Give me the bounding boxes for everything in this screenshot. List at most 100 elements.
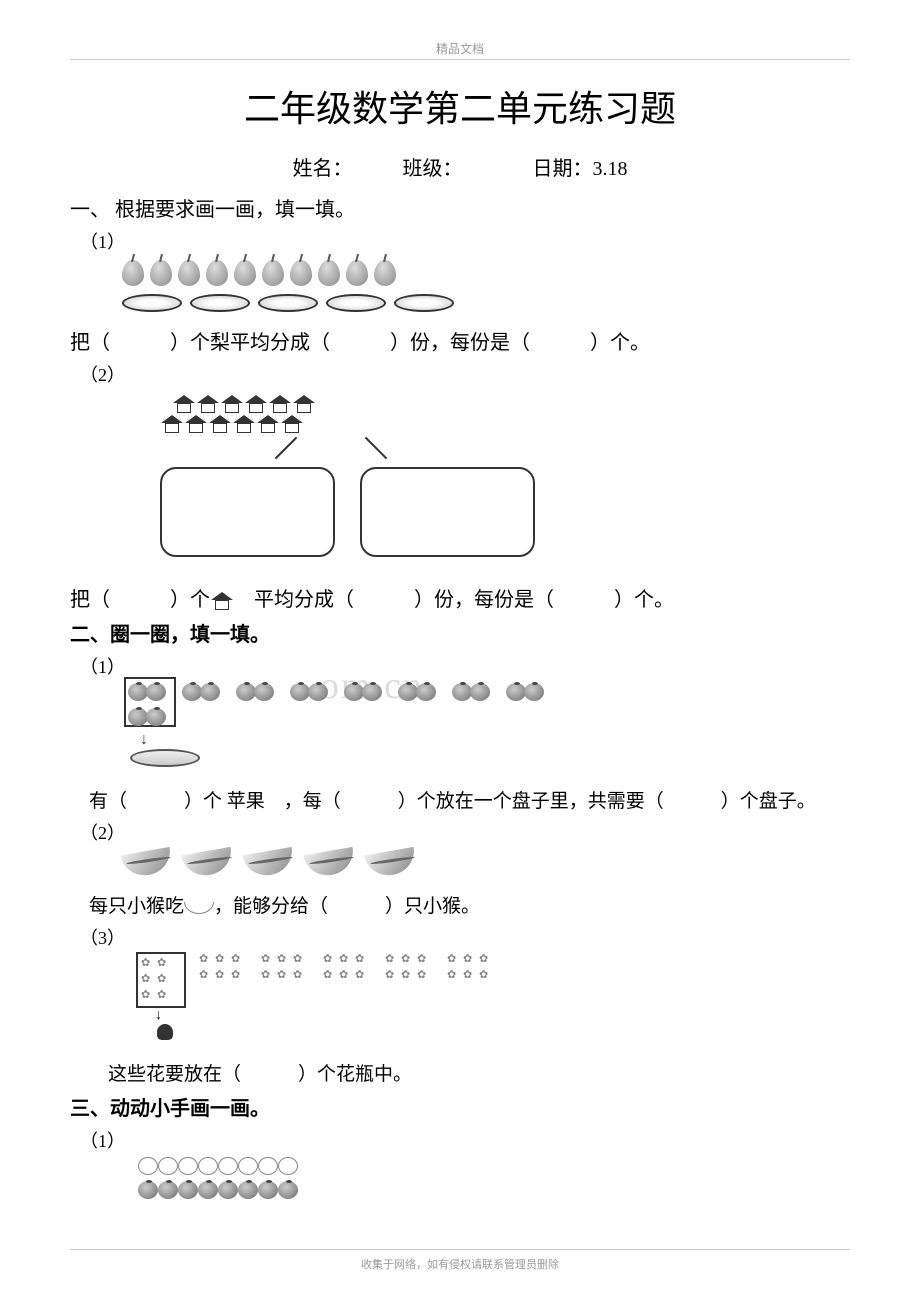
- date-value: 3.18: [593, 158, 628, 180]
- q2-text-b: 平均分成（ ）份，每份是（ ）个。: [234, 589, 674, 611]
- house-icon: [221, 395, 243, 413]
- house-icon: [161, 415, 183, 433]
- split-boxes: [120, 449, 570, 569]
- q1-number: （1）: [80, 228, 850, 254]
- info-line: 姓名： 班级： 日期：3.18: [70, 152, 850, 181]
- s3q1-number: （1）: [80, 1127, 850, 1153]
- apple-icon: [198, 1179, 220, 1199]
- house-icon: [269, 395, 291, 413]
- q2-text: 把（ ）个 平均分成（ ）份，每份是（ ）个。: [70, 583, 850, 612]
- flower-group: [260, 952, 310, 984]
- vase-icon: [157, 1024, 173, 1040]
- flower-group: [136, 952, 186, 1008]
- house-icon: [211, 592, 233, 610]
- banana-icon: [244, 847, 299, 877]
- apple-pair: [238, 681, 274, 731]
- banana-row: [120, 847, 850, 877]
- apple-icon: [238, 1179, 260, 1199]
- house-icon: [197, 395, 219, 413]
- s2q2-number: （2）: [80, 819, 850, 845]
- apple-outline-icon: [258, 1155, 280, 1175]
- box-right: [360, 467, 535, 557]
- apple-pair: [508, 681, 544, 731]
- apple-outline-row-1: [140, 1155, 850, 1175]
- pear-icon: [288, 256, 314, 286]
- header-watermark: 精品文档: [70, 40, 850, 60]
- apple-outline-row-2: [140, 1179, 850, 1199]
- box-left: [160, 467, 335, 557]
- plate-icon: [394, 294, 454, 312]
- apple-icon: [158, 1179, 180, 1199]
- section-1-header: 一、 根据要求画一画，填一填。: [70, 193, 850, 222]
- pear-icon: [176, 256, 202, 286]
- pear-icon: [344, 256, 370, 286]
- apple-outline-icon: [238, 1155, 260, 1175]
- house-icon: [173, 395, 195, 413]
- flower-group: [384, 952, 434, 984]
- pear-row: [120, 256, 850, 286]
- house-icon: [293, 395, 315, 413]
- s2q1-number: （1）: [80, 653, 850, 679]
- footer: 收集于网络，如有侵权请联系管理员删除: [70, 1249, 850, 1272]
- apple-pair: [346, 681, 382, 731]
- pear-icon: [260, 256, 286, 286]
- apple-icon: [258, 1179, 280, 1199]
- house-icon: [185, 415, 207, 433]
- down-arrow-1: ↓: [140, 731, 850, 749]
- banana-icon: [183, 847, 238, 877]
- banana-icon: [184, 902, 214, 914]
- pear-icon: [372, 256, 398, 286]
- pear-icon: [148, 256, 174, 286]
- section-3-header: 三、动动小手画一画。: [70, 1092, 850, 1121]
- s2q1-text: 有（ ）个 苹果 ，每（ ）个放在一个盘子里，共需要（ ）个盘子。: [70, 786, 850, 813]
- plate-icon: [130, 749, 200, 767]
- q2-number: （2）: [80, 361, 850, 387]
- page-title: 二年级数学第二单元练习题: [70, 80, 850, 132]
- s2q2-text-b: ，能够分给（ ）只小猴。: [214, 896, 480, 917]
- flower-row: [130, 952, 850, 1008]
- apple-outline-icon: [278, 1155, 300, 1175]
- apple-row: [130, 681, 850, 731]
- name-label: 姓名：: [293, 158, 353, 180]
- apple-icon: [138, 1179, 160, 1199]
- apple-outline-icon: [158, 1155, 180, 1175]
- apple-outline-icon: [218, 1155, 240, 1175]
- plate-icon: [258, 294, 318, 312]
- apple-pair: [292, 681, 328, 731]
- flower-group: [446, 952, 496, 984]
- flower-group: [198, 952, 248, 984]
- pear-icon: [232, 256, 258, 286]
- apple-icon: [218, 1179, 240, 1199]
- plate-row: [120, 294, 850, 312]
- apple-pair: [184, 681, 220, 731]
- pear-icon: [120, 256, 146, 286]
- plate-icon: [190, 294, 250, 312]
- banana-icon: [366, 847, 421, 877]
- q2-text-a: 把（ ）个: [70, 589, 210, 611]
- pear-icon: [316, 256, 342, 286]
- apple-icon: [178, 1179, 200, 1199]
- s2q3-number: （3）: [80, 924, 850, 950]
- house-icon: [257, 415, 279, 433]
- s2q2-text: 每只小猴吃 ，能够分给（ ）只小猴。: [70, 891, 850, 918]
- house-icon: [233, 415, 255, 433]
- apple-outline-icon: [138, 1155, 160, 1175]
- apple-pair: [400, 681, 436, 731]
- flower-group: [322, 952, 372, 984]
- house-container: [150, 389, 550, 449]
- apple-pair: [454, 681, 490, 731]
- section-2-header: 二、圈一圈，填一填。: [70, 618, 850, 647]
- s2q2-text-a: 每只小猴吃: [70, 896, 184, 917]
- apple-pair: [130, 681, 166, 731]
- q1-text: 把（ ）个梨平均分成（ ）份，每份是（ ）个。: [70, 326, 850, 355]
- plate-icon: [122, 294, 182, 312]
- date-label: 日期：: [533, 158, 593, 180]
- class-label: 班级：: [403, 158, 463, 180]
- s2q3-text: 这些花要放在（ ）个花瓶中。: [70, 1059, 850, 1086]
- pear-icon: [204, 256, 230, 286]
- plate-icon: [326, 294, 386, 312]
- house-icon: [281, 415, 303, 433]
- banana-icon: [305, 847, 360, 877]
- apple-icon: [278, 1179, 300, 1199]
- vase-arrow: ↓: [155, 1008, 850, 1045]
